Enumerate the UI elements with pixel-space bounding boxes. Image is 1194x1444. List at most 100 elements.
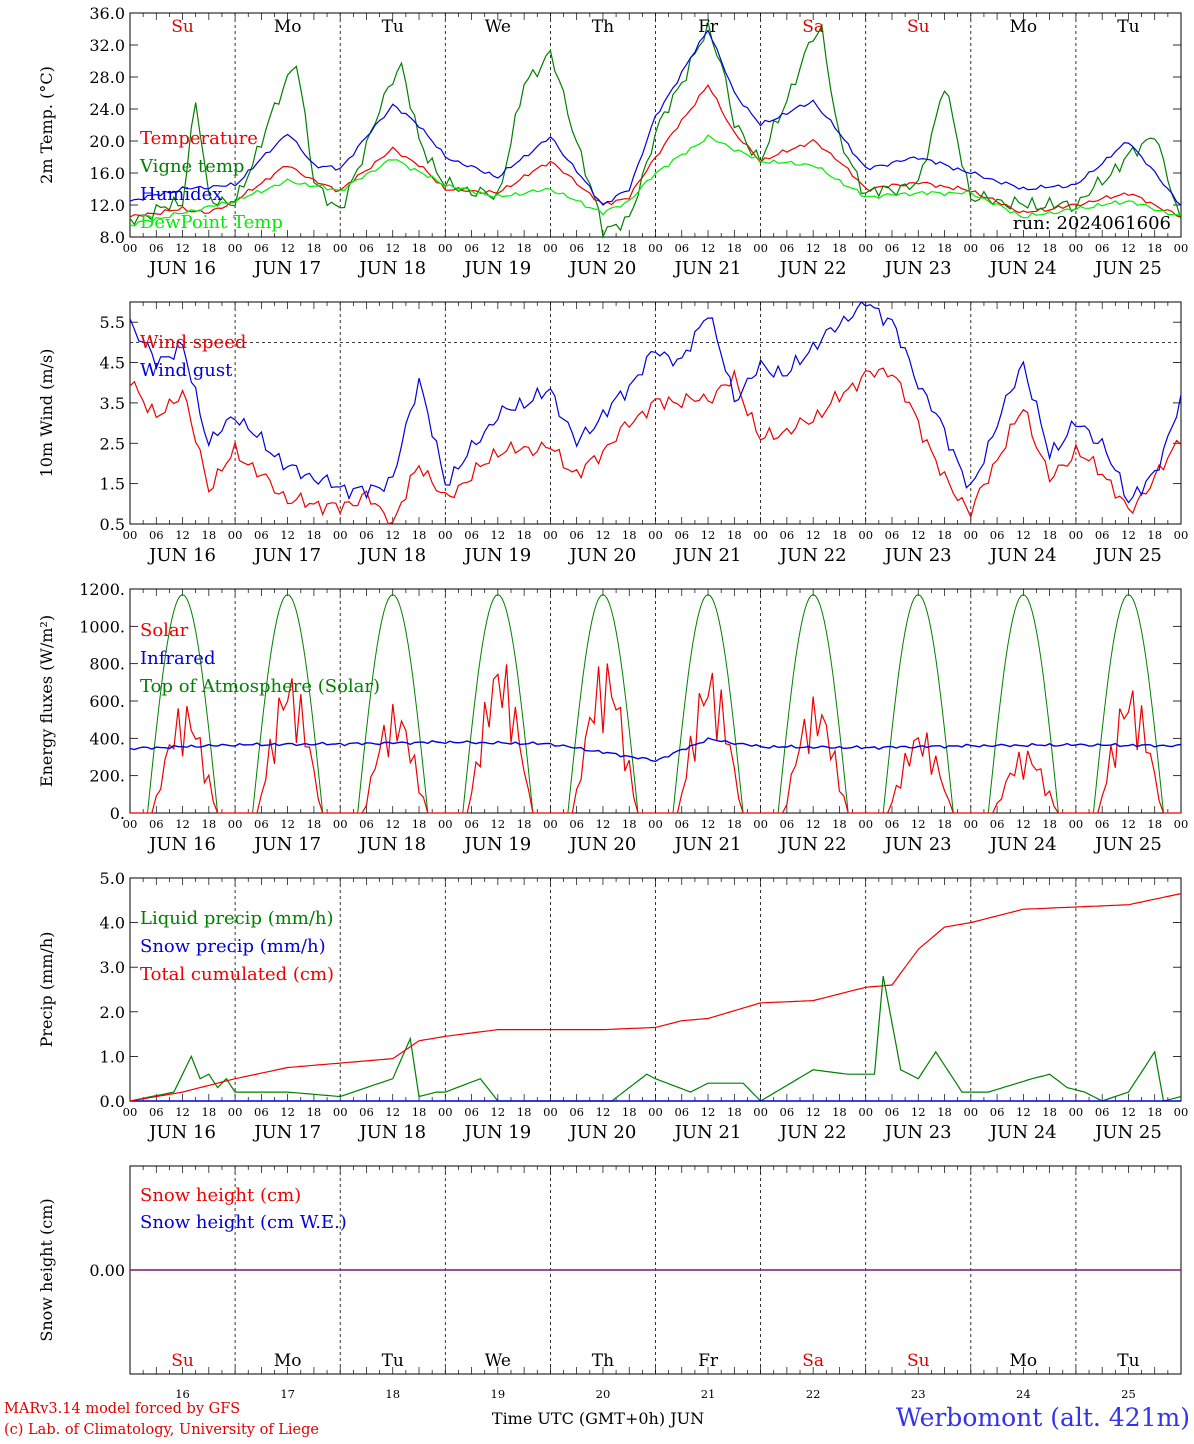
legend-vigne-temp: Vigne temp [139, 156, 244, 177]
legend-snow-height-cm-w-e: Snow height (cm W.E.) [140, 1212, 347, 1233]
y-axis-label: Snow height (cm) [37, 1198, 56, 1341]
x-hour-label: 00 [228, 1105, 243, 1119]
x-day-label: JUN 25 [1093, 1122, 1162, 1143]
day-number-label: 24 [1016, 1387, 1031, 1401]
x-day-label: JUN 16 [147, 1122, 216, 1143]
y-tick-label: 5.5 [100, 313, 125, 332]
series-liquid-precip-mm-h- [129, 975, 1182, 1102]
y-tick-label: 28.0 [89, 68, 125, 87]
x-hour-label: 00 [1174, 817, 1189, 831]
legend-wind-speed: Wind speed [140, 332, 246, 353]
series-humidex [129, 29, 1182, 206]
x-hour-label: 06 [780, 241, 795, 255]
panel-3: 0. 200. 400. 600. 800. 1000. 1200. Energy fluxe… [37, 580, 1188, 855]
x-hour-label: 06 [149, 528, 164, 542]
x-day-label: JUN 24 [988, 545, 1057, 566]
x-hour-label: 00 [1069, 241, 1084, 255]
x-hour-label: 18 [727, 528, 742, 542]
series-solar [130, 663, 1181, 814]
x-day-label: JUN 22 [778, 1122, 847, 1143]
x-hour-label: 18 [307, 528, 322, 542]
x-hour-label: 06 [149, 817, 164, 831]
x-hour-label: 12 [911, 528, 926, 542]
x-hour-label: 00 [1069, 528, 1084, 542]
x-hour-label: 06 [1095, 241, 1110, 255]
x-hour-label: 06 [254, 1105, 269, 1119]
x-hour-label: 18 [412, 528, 427, 542]
series-dewpoint-temp [129, 134, 1182, 227]
x-day-label: JUN 24 [988, 1122, 1057, 1143]
x-day-label: JUN 16 [147, 258, 216, 279]
weekday-label: Fr [698, 17, 719, 37]
weekday-label: Mo [274, 17, 302, 37]
y-tick-label: 800. [89, 655, 125, 674]
x-hour-label: 12 [701, 528, 716, 542]
x-day-label: JUN 23 [883, 834, 952, 855]
x-hour-label: 00 [753, 1105, 768, 1119]
x-hour-label: 18 [937, 528, 952, 542]
x-hour-label: 00 [648, 241, 663, 255]
weekday-label: Th [592, 1351, 614, 1371]
x-hour-label: 06 [990, 817, 1005, 831]
x-hour-label: 18 [1042, 1105, 1057, 1119]
y-tick-label: 400. [89, 729, 125, 748]
legend-snow-precip-mm-h: Snow precip (mm/h) [140, 936, 326, 957]
x-hour-label: 12 [280, 528, 295, 542]
x-hour-label: 06 [990, 1105, 1005, 1119]
x-hour-label: 06 [674, 528, 689, 542]
x-hour-label: 18 [832, 817, 847, 831]
x-day-label: JUN 19 [462, 1122, 531, 1143]
legend-dewpoint-temp: DewPoint Temp [140, 212, 283, 233]
x-hour-label: 12 [175, 528, 190, 542]
x-hour-label: 12 [701, 817, 716, 831]
x-hour-label: 06 [464, 528, 479, 542]
x-day-label: JUN 24 [988, 258, 1057, 279]
y-tick-label: 4.5 [100, 354, 125, 373]
x-hour-label: 00 [1174, 1105, 1189, 1119]
weekday-label: Su [171, 1351, 194, 1371]
x-hour-label: 00 [438, 241, 453, 255]
y-tick-label: 36.0 [89, 4, 125, 23]
x-hour-label: 00 [228, 241, 243, 255]
x-hour-label: 12 [701, 1105, 716, 1119]
x-hour-label: 18 [832, 241, 847, 255]
x-hour-label: 12 [385, 241, 400, 255]
x-day-label: JUN 20 [568, 258, 637, 279]
x-hour-label: 00 [543, 817, 558, 831]
x-hour-label: 00 [753, 241, 768, 255]
y-tick-label: 16.0 [89, 164, 125, 183]
day-number-label: 22 [806, 1387, 821, 1401]
day-number-label: 25 [1121, 1387, 1136, 1401]
y-axis-label: Precip (mm/h) [37, 932, 56, 1048]
weekday-label: Tu [1117, 1351, 1139, 1371]
weekday-label: Mo [274, 1351, 302, 1371]
y-tick-label: 24.0 [89, 100, 125, 119]
x-hour-label: 18 [412, 241, 427, 255]
x-hour-label: 18 [202, 1105, 217, 1119]
series-wind-speed [129, 367, 1182, 525]
weekday-label: Sa [802, 1351, 824, 1371]
x-hour-label: 06 [254, 241, 269, 255]
x-hour-label: 06 [464, 817, 479, 831]
y-tick-label: 1.5 [100, 475, 125, 494]
x-hour-label: 18 [622, 528, 637, 542]
x-hour-label: 18 [1147, 241, 1162, 255]
x-hour-label: 18 [1042, 817, 1057, 831]
x-hour-label: 12 [806, 528, 821, 542]
x-hour-label: 12 [911, 1105, 926, 1119]
x-hour-label: 00 [648, 528, 663, 542]
x-hour-label: 18 [832, 1105, 847, 1119]
x-hour-label: 06 [674, 1105, 689, 1119]
y-tick-label: 0.00 [89, 1261, 125, 1280]
x-hour-label: 18 [622, 241, 637, 255]
y-tick-label: 2.0 [100, 1003, 125, 1022]
x-hour-label: 06 [359, 241, 374, 255]
panel-2: 0.5 1.5 2.5 3.5 4.5 5.5 10m Wind (m/s) Wind spe… [37, 301, 1188, 566]
x-hour-label: 06 [464, 1105, 479, 1119]
run-annotation: run: 2024061606 [1013, 213, 1171, 234]
legend-total-cumulated-cm: Total cumulated (cm) [140, 964, 334, 985]
weekday-label: Mo [1010, 17, 1038, 37]
x-hour-label: 00 [648, 1105, 663, 1119]
x-day-label: JUN 20 [568, 834, 637, 855]
x-hour-label: 06 [359, 1105, 374, 1119]
